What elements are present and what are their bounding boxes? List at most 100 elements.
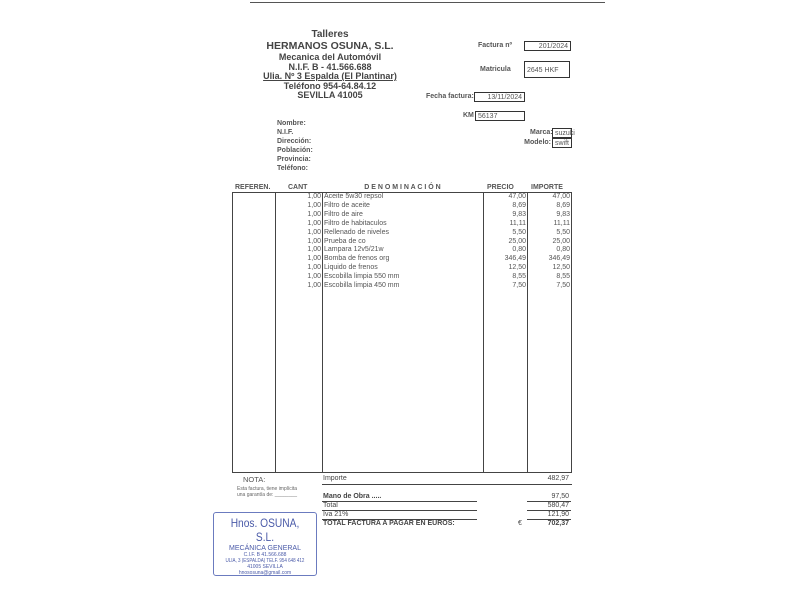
- divider: [527, 501, 571, 502]
- table-row: 1,00 Aceite 5w30 repsol 47,00 47,00: [232, 193, 572, 202]
- cell-description: Bomba de frenos org: [324, 255, 390, 263]
- header-price: PRECIO: [487, 184, 514, 191]
- customer-nif-label: N.I.F.: [277, 129, 294, 136]
- cell-price: 7,50: [512, 282, 526, 289]
- cell-description: Liquido de frenos: [324, 264, 378, 272]
- company-address: Ulia. Nº 3 Espalda (El Plantinar): [263, 71, 397, 81]
- table-row: 1,00 Escobilla limpia 450 mm 7,50 7,50: [232, 282, 572, 291]
- cell-description: Rellenado de niveles: [324, 228, 389, 236]
- table-row: 1,00 Filtro de aceite 8,69 8,69: [232, 202, 572, 211]
- cell-description: Aceite 5w30 repsol: [324, 193, 384, 200]
- table-row: 1,00 Filtro de habitaculos 11,11 11,11: [232, 220, 572, 229]
- cell-qty: 1,00: [307, 246, 321, 254]
- cell-description: Filtro de aceite: [324, 201, 370, 209]
- cell-price: 9,83: [512, 210, 526, 218]
- cell-description: Filtro de habitaculos: [324, 219, 387, 227]
- customer-province-label: Provincia:: [277, 156, 311, 163]
- header-ref: REFEREN.: [235, 184, 271, 191]
- divider: [527, 510, 571, 511]
- cell-price: 11,11: [509, 219, 526, 227]
- cell-price: 5,50: [512, 228, 526, 236]
- cell-qty: 1,00: [307, 273, 321, 281]
- cell-description: Prueba de co: [324, 237, 366, 245]
- brand-label: Marca:: [530, 129, 553, 136]
- stamp-line5: hnososuna@gmail.com: [238, 570, 292, 576]
- plate: 2645 HKF: [524, 61, 570, 78]
- cell-amount: 8,55: [556, 273, 570, 281]
- cell-price: 346,49: [504, 255, 526, 263]
- cell-price: 8,69: [512, 201, 526, 209]
- table-row: 1,00 Bomba de frenos org 346,49 346,49: [232, 255, 572, 264]
- header-amount: IMPORTE: [531, 184, 563, 191]
- table-row: 1,00 Lampara 12v5/21w 0,80 0,80: [232, 246, 572, 255]
- table-row: 1,00 Rellenado de niveles 5,50 5,50: [232, 229, 572, 238]
- currency-symbol: €: [518, 520, 522, 527]
- stamp-line1: MECÁNICA GENERAL: [229, 545, 301, 552]
- table-row: 1,00 Liquido de frenos 12,50 12,50: [232, 264, 572, 273]
- total-label: Total: [323, 502, 338, 509]
- cell-amount: 11,11: [553, 219, 570, 227]
- company-phone: Teléfono 954-64.84.12: [283, 81, 377, 91]
- table-row: 1,00 Filtro de aire 9,83 9,83: [232, 211, 572, 220]
- iva: 121,90: [547, 511, 569, 518]
- divider: [322, 510, 477, 511]
- cell-amount: 12,50: [552, 264, 570, 272]
- importe: 482,97: [547, 475, 569, 482]
- cell-description: Filtro de aire: [324, 210, 363, 218]
- stamp-name: Hnos. OSUNA, S.L.: [230, 516, 300, 544]
- grand-total: 702,37: [547, 520, 569, 527]
- scan-top-edge: [250, 2, 605, 3]
- table-row: 1,00 Prueba de co 25,00 25,00: [232, 238, 572, 247]
- cell-qty: 1,00: [307, 193, 321, 200]
- cell-qty: 1,00: [307, 264, 321, 272]
- cell-qty: 1,00: [307, 282, 321, 289]
- nota-text-2: una garantía de: ________: [237, 492, 298, 498]
- cell-amount: 8,69: [556, 201, 570, 209]
- column-divider: [275, 192, 276, 473]
- cell-amount: 5,50: [556, 228, 570, 236]
- stamp-line4: 41005 SEVILLA: [247, 564, 283, 570]
- cell-qty: 1,00: [307, 255, 321, 263]
- iva-label: Iva 21%: [323, 511, 349, 518]
- total: 580,47: [547, 502, 569, 509]
- cell-amount: 9,83: [556, 210, 570, 218]
- cell-price: 25,00: [508, 237, 526, 245]
- cell-qty: 1,00: [307, 210, 321, 218]
- header-description: D E N O M I N A C I Ó N: [364, 184, 441, 191]
- km: 56137: [475, 111, 525, 121]
- labor-label: Mano de Obra .....: [323, 493, 382, 500]
- column-divider: [322, 192, 323, 473]
- brand: suzuki: [552, 128, 575, 138]
- customer-phone-label: Teléfono:: [277, 165, 308, 172]
- cell-description: Lampara 12v5/21w: [324, 246, 384, 254]
- table-body-frame: [232, 192, 572, 473]
- cell-amount: 47,00: [552, 193, 570, 200]
- customer-address-label: Dirección:: [277, 138, 312, 145]
- invoice-date: 13/11/2024: [474, 92, 525, 102]
- invoice-number: 201/2024: [524, 41, 571, 51]
- company-stamp: Hnos. OSUNA, S.L. MECÁNICA GENERAL C.I.F…: [213, 512, 317, 576]
- km-label: KM: [463, 112, 474, 119]
- cell-price: 8,55: [512, 273, 526, 281]
- divider: [527, 519, 571, 520]
- cell-amount: 0,80: [556, 246, 570, 254]
- company-line1: Talleres: [311, 29, 349, 40]
- table-row: 1,00 Escobilla limpia 550 mm 8,55 8,55: [232, 273, 572, 282]
- divider: [322, 484, 572, 485]
- stamp-line3: ULIA, 3 (ESPALDA) TELF. 954 648 412: [225, 558, 305, 564]
- customer-name-label: Nombre:: [277, 120, 306, 127]
- cell-qty: 1,00: [307, 228, 321, 236]
- cell-description: Escobilla limpia 450 mm: [324, 282, 400, 289]
- divider: [322, 501, 477, 502]
- cell-price: 0,80: [512, 246, 526, 254]
- cell-qty: 1,00: [307, 201, 321, 209]
- cell-qty: 1,00: [307, 219, 321, 227]
- column-divider: [483, 192, 484, 473]
- model-label: Modelo:: [524, 139, 551, 146]
- nota-label: NOTA:: [243, 475, 266, 484]
- plate-label: Matricula: [480, 66, 511, 73]
- date-label: Fecha factura:: [426, 93, 474, 100]
- cell-qty: 1,00: [307, 237, 321, 245]
- company-activity: Mecanica del Automóvil: [278, 52, 382, 62]
- company-name: HERMANOS OSUNA, S.L.: [266, 40, 394, 52]
